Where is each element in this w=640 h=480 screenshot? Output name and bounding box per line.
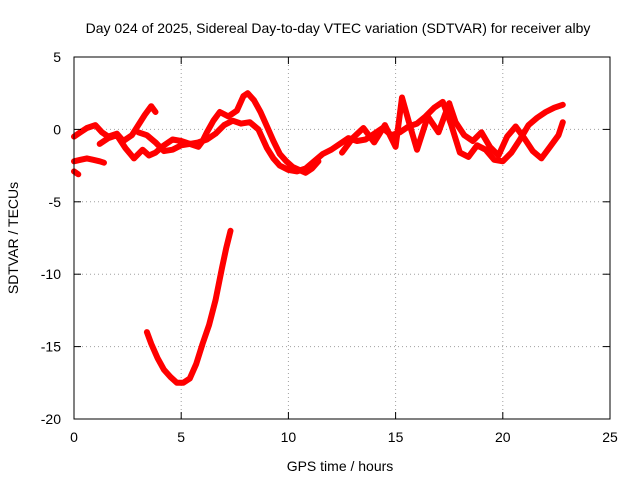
series-trace-3 (71, 168, 82, 178)
y-tick-label: 5 (53, 49, 61, 65)
y-tick-label: 0 (53, 121, 61, 137)
series-trace-2 (71, 155, 107, 166)
series-trace-9 (143, 227, 234, 386)
series-trace-7 (339, 94, 453, 156)
series-trace-5 (135, 129, 206, 155)
y-tick-label: -5 (49, 194, 62, 210)
x-tick-label: 25 (602, 429, 618, 445)
series-trace-4 (96, 98, 566, 175)
series-layer (71, 90, 566, 386)
y-tick-label: -20 (41, 411, 61, 427)
series-trace-8 (446, 100, 566, 162)
x-tick-label: 5 (177, 429, 185, 445)
plot-frame (73, 56, 611, 420)
y-tick-label: -15 (41, 339, 61, 355)
x-tick-label: 10 (281, 429, 297, 445)
chart-title: Day 024 of 2025, Sidereal Day-to-day VTE… (86, 20, 591, 36)
y-tick-label: -10 (41, 266, 61, 282)
x-axis-label: GPS time / hours (287, 458, 394, 474)
series-trace-6 (199, 90, 322, 176)
tick-layer: 0 5 10 15 20 25 5 0 -5 -10 -15 -20 (41, 49, 618, 445)
y-axis-label: SDTVAR / TECUs (5, 182, 21, 294)
x-tick-label: 15 (388, 429, 404, 445)
x-tick-label: 0 (70, 429, 78, 445)
grid-layer (74, 57, 610, 419)
x-tick-label: 20 (495, 429, 511, 445)
